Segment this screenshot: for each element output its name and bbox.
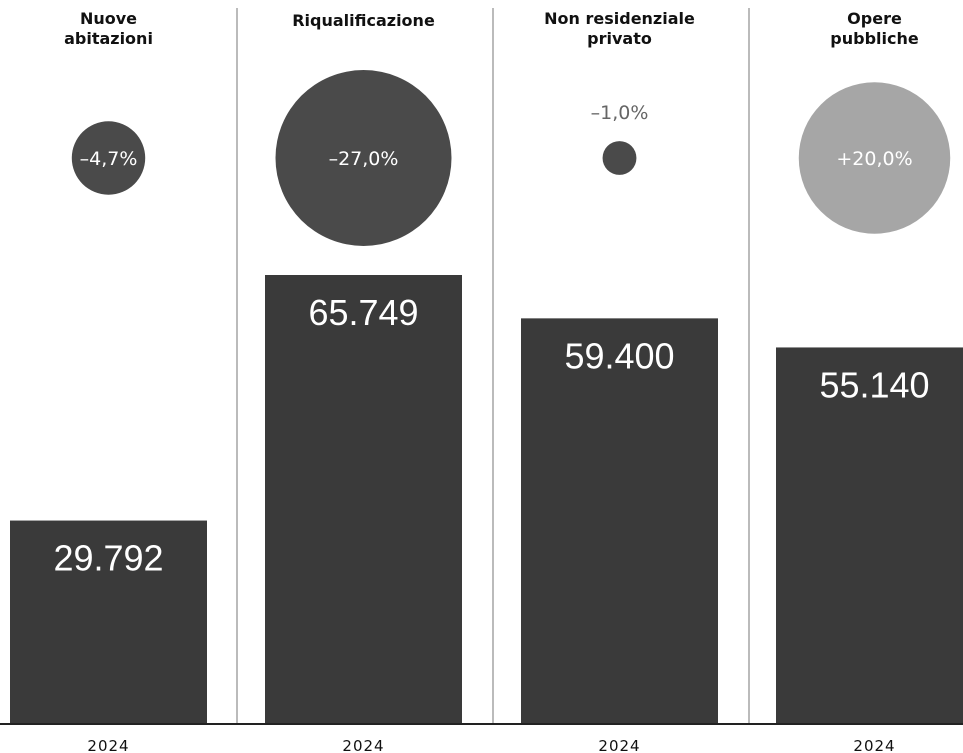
category-title: Riqualificazione bbox=[292, 11, 435, 30]
x-tick-label: 2024 bbox=[342, 737, 384, 753]
x-tick-label: 2024 bbox=[853, 737, 895, 753]
change-label: –1,0% bbox=[591, 102, 649, 124]
change-label: +20,0% bbox=[836, 148, 912, 170]
category-title: Non residenziale bbox=[544, 9, 695, 28]
bar bbox=[10, 520, 207, 724]
change-circle bbox=[602, 141, 637, 175]
change-label: –4,7% bbox=[80, 148, 138, 170]
bar-value-label: 65.749 bbox=[308, 292, 418, 333]
category-title: pubbliche bbox=[830, 29, 919, 48]
bar-value-label: 29.792 bbox=[53, 538, 163, 579]
x-tick-label: 2024 bbox=[87, 737, 129, 753]
change-label: –27,0% bbox=[329, 148, 399, 170]
category-title: privato bbox=[587, 29, 652, 48]
category-title: Opere bbox=[847, 9, 902, 28]
bar bbox=[521, 318, 718, 724]
x-tick-label: 2024 bbox=[598, 737, 640, 753]
category-title: abitazioni bbox=[64, 29, 153, 48]
bar bbox=[776, 347, 963, 724]
bar-value-label: 59.400 bbox=[564, 335, 674, 376]
category-title: Nuove bbox=[80, 9, 137, 28]
change-circle bbox=[798, 82, 951, 234]
bar-value-label: 55.140 bbox=[819, 364, 929, 405]
change-circle bbox=[71, 121, 146, 195]
bar bbox=[265, 275, 462, 724]
change-circle bbox=[275, 70, 452, 246]
